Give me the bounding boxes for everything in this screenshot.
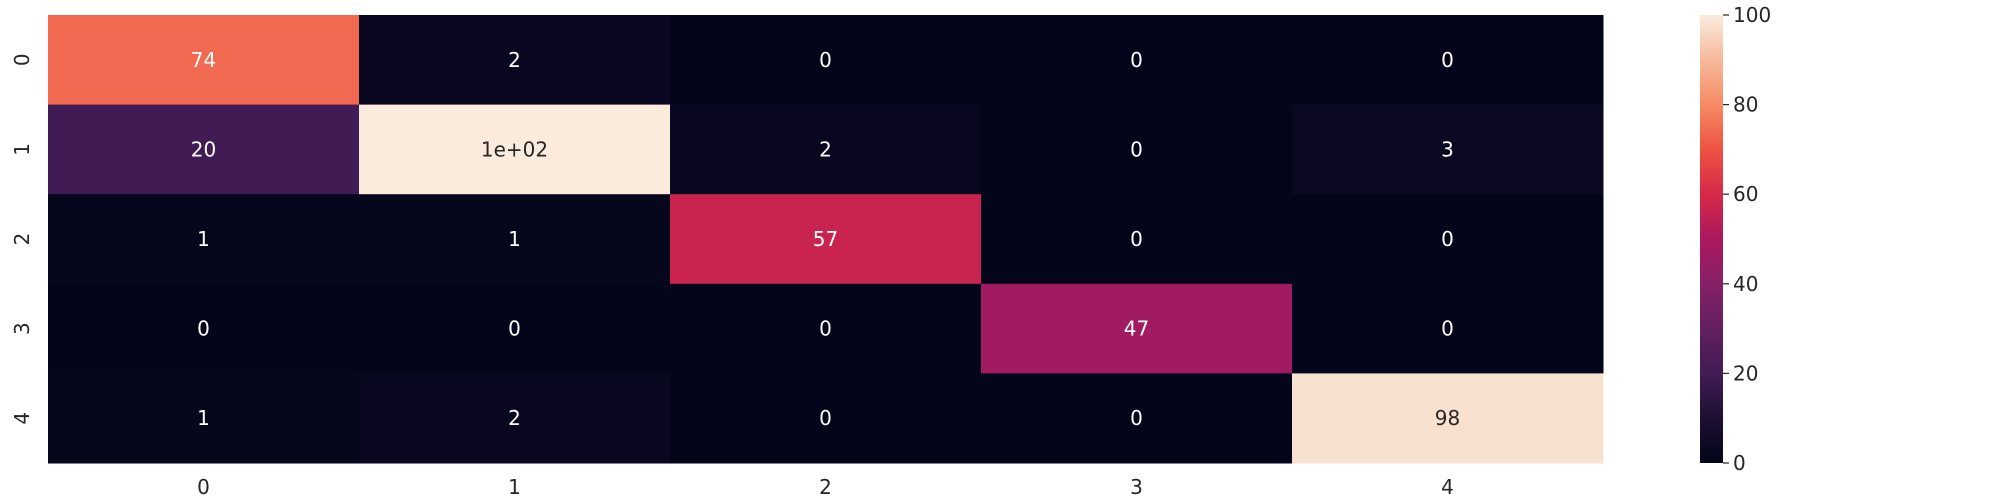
heatmap-cell-r3-c1: [359, 283, 671, 374]
heatmap-cell-r1-c1: [359, 104, 671, 195]
cell-annotation-r0-c3: 0: [1130, 48, 1143, 72]
x-tick-label-4: 4: [1441, 475, 1454, 499]
heatmap-cell-r1-c3: [981, 104, 1293, 195]
heatmap-cell-r2-c4: [1292, 194, 1604, 285]
heatmap-annotations: 74 2 0 0 020 1e+02 2 0 31 1 57 0 00 0 0 47 01 2 0 0 98: [191, 48, 1460, 430]
x-tick-label-0: 0: [197, 475, 210, 499]
cell-annotation-r1-c3: 0: [1130, 137, 1143, 161]
cell-annotation-r4-c1: 2: [508, 406, 521, 430]
cell-annotation-r1-c2: 2: [819, 137, 832, 161]
y-tick-label-4: 4: [10, 412, 34, 425]
cell-annotation-r0-c0: 74: [191, 48, 216, 72]
colorbar-tick-label-1: 20: [1733, 361, 1758, 385]
cell-annotation-r1-c0: 20: [191, 137, 216, 161]
y-tick-label-0: 0: [10, 53, 34, 66]
cell-annotation-r4-c2: 0: [819, 406, 832, 430]
cell-annotation-r2-c4: 0: [1441, 227, 1454, 251]
x-tick-label-1: 1: [508, 475, 521, 499]
colorbar-tick-label-5: 100: [1733, 3, 1771, 27]
cell-annotation-r3-c1: 0: [508, 317, 521, 341]
cell-annotation-r2-c0: 1: [197, 227, 210, 251]
heatmap-cell-r1-c0: [48, 104, 360, 195]
x-tick-label-3: 3: [1130, 475, 1143, 499]
cell-annotation-r0-c2: 0: [819, 48, 832, 72]
heatmap-cell-r2-c2: [670, 194, 982, 285]
colorbar-tick-label-0: 0: [1733, 451, 1746, 475]
heatmap-cell-r1-c2: [670, 104, 982, 195]
y-tick-label-2: 2: [10, 233, 34, 246]
colorbar: 0 20 40 60 80 100: [1700, 3, 1771, 475]
heatmap-cell-r0-c3: [981, 15, 1293, 106]
y-tick-label-1: 1: [10, 143, 34, 156]
cell-annotation-r3-c0: 0: [197, 317, 210, 341]
colorbar-tick-label-2: 40: [1733, 272, 1758, 296]
heatmap-cell-r1-c4: [1292, 104, 1604, 195]
heatmap-cell-r3-c4: [1292, 283, 1604, 374]
colorbar-gradient-bar: [1700, 15, 1723, 463]
colorbar-tick-label-4: 80: [1733, 93, 1758, 117]
cell-annotation-r3-c3: 47: [1124, 317, 1149, 341]
colorbar-tick-label-3: 60: [1733, 182, 1758, 206]
cell-annotation-r2-c3: 0: [1130, 227, 1143, 251]
cell-annotation-r2-c2: 57: [813, 227, 838, 251]
heatmap-cell-r4-c2: [670, 373, 982, 464]
cell-annotation-r3-c2: 0: [819, 317, 832, 341]
heatmap-cell-r3-c0: [48, 283, 360, 374]
heatmap-cell-r0-c4: [1292, 15, 1604, 106]
heatmap-cell-r4-c1: [359, 373, 671, 464]
heatmap-cell-r4-c0: [48, 373, 360, 464]
y-axis-ticks: 0 1 2 3 4: [10, 53, 34, 424]
cell-annotation-r0-c4: 0: [1441, 48, 1454, 72]
heatmap-cell-r3-c3: [981, 283, 1293, 374]
heatmap-cell-r0-c1: [359, 15, 671, 106]
x-tick-label-2: 2: [819, 475, 832, 499]
heatmap-cell-r0-c2: [670, 15, 982, 106]
cell-annotation-r4-c4: 98: [1435, 406, 1460, 430]
heatmap-cell-r0-c0: [48, 15, 360, 106]
heatmap-cell-r3-c2: [670, 283, 982, 374]
cell-annotation-r4-c0: 1: [197, 406, 210, 430]
cell-annotation-r3-c4: 0: [1441, 317, 1454, 341]
cell-annotation-r4-c3: 0: [1130, 406, 1143, 430]
y-tick-label-3: 3: [10, 322, 34, 335]
cell-annotation-r0-c1: 2: [508, 48, 521, 72]
heatmap-cell-r2-c0: [48, 194, 360, 285]
x-axis-ticks: 0 1 2 3 4: [197, 475, 1454, 499]
heatmap-cell-r4-c4: [1292, 373, 1604, 464]
heatmap-cells: [48, 15, 1604, 464]
cell-annotation-r2-c1: 1: [508, 227, 521, 251]
heatmap-cell-r2-c3: [981, 194, 1293, 285]
cell-annotation-r1-c1: 1e+02: [481, 137, 548, 161]
heatmap-cell-r4-c3: [981, 373, 1293, 464]
cell-annotation-r1-c4: 3: [1441, 137, 1454, 161]
heatmap-cell-r2-c1: [359, 194, 671, 285]
